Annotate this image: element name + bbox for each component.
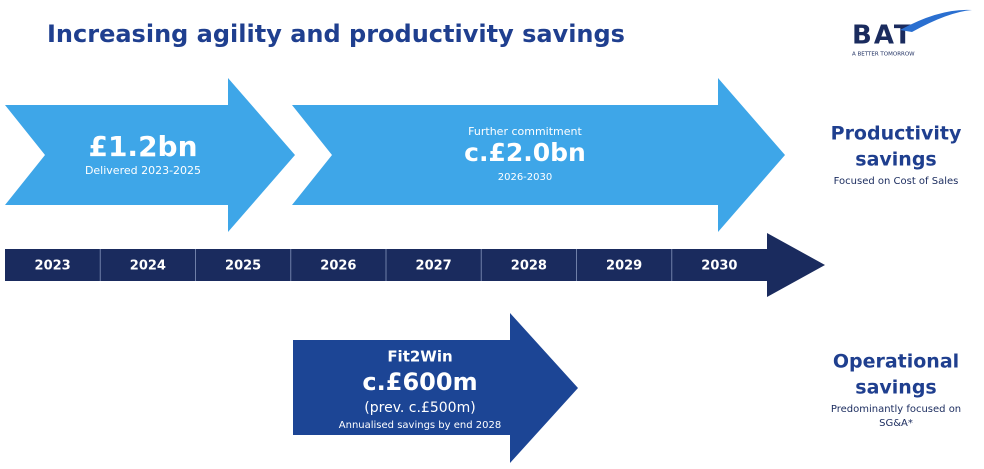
year-label: 2029: [606, 259, 642, 274]
year-label: 2028: [511, 259, 547, 274]
timeline-years: 2023 2024 2025 2026 2027 2028 2029 2030: [35, 249, 737, 281]
year-label: 2027: [416, 259, 452, 274]
arrow-fit2win: [293, 313, 578, 463]
arrow-caption: Fit2Win: [387, 348, 452, 366]
logo: BAT A BETTER TOMORROW: [852, 9, 972, 58]
section-title: Operational: [833, 351, 959, 373]
arrow-amount: c.£600m: [362, 368, 477, 396]
timeline-bar: [5, 233, 825, 297]
section-note: Focused on Cost of Sales: [834, 176, 959, 187]
year-label: 2023: [35, 259, 71, 274]
slide-title: Increasing agility and productivity savi…: [47, 20, 625, 48]
logo-swoosh: [900, 9, 972, 32]
arrow-amount: £1.2bn: [88, 130, 197, 163]
section-note: SG&A*: [879, 418, 913, 429]
section-title: Productivity: [831, 123, 962, 145]
year-label: 2026: [320, 259, 356, 274]
section-note: Predominantly focused on: [831, 404, 961, 415]
arrow-note: 2026-2030: [498, 172, 553, 183]
arrow-note: Delivered 2023-2025: [85, 164, 201, 177]
year-label: 2024: [130, 259, 166, 274]
year-label: 2030: [701, 259, 737, 274]
logo-name: BAT: [852, 21, 914, 51]
year-label: 2025: [225, 259, 261, 274]
arrow-note: Annualised savings by end 2028: [339, 420, 501, 431]
arrow-previous: (prev. c.£500m): [364, 400, 475, 416]
arrow-amount: c.£2.0bn: [464, 138, 586, 167]
arrow-caption: Further commitment: [468, 125, 582, 138]
section-title: savings: [855, 149, 936, 171]
section-title: savings: [855, 377, 936, 399]
arrow-commitment: [292, 78, 785, 232]
arrow-delivered: [5, 78, 295, 232]
logo-tagline: A BETTER TOMORROW: [852, 52, 915, 58]
